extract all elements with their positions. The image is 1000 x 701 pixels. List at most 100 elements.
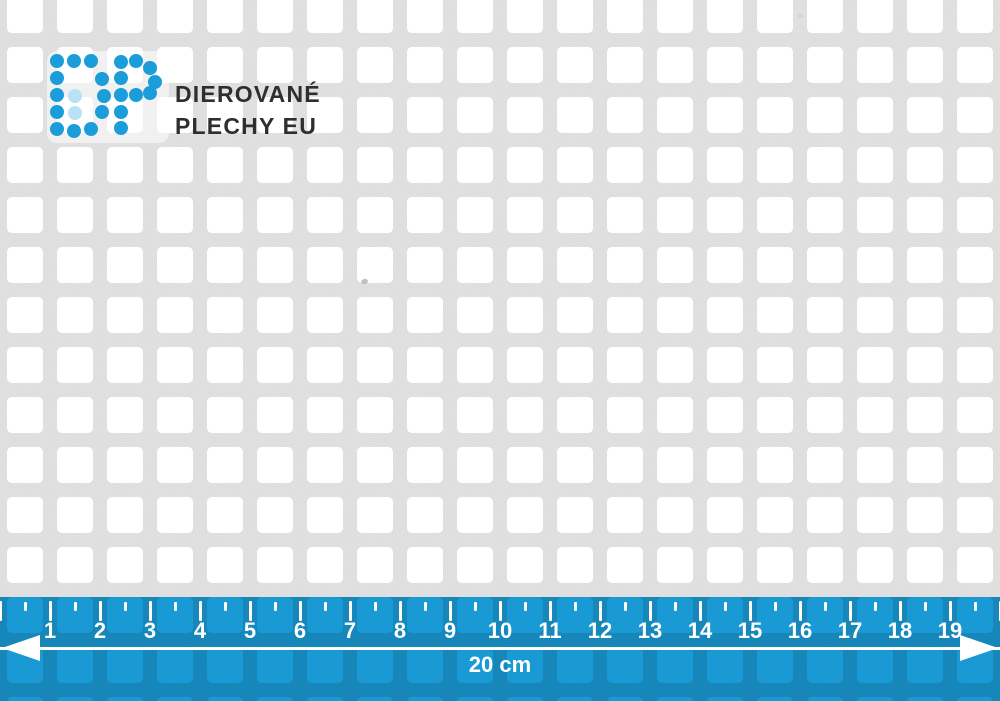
sheet-hole — [157, 547, 193, 583]
sheet-hole — [657, 97, 693, 133]
sheet-hole — [407, 497, 443, 533]
sheet-hole — [707, 147, 743, 183]
sheet-hole — [507, 347, 543, 383]
sheet-hole — [107, 297, 143, 333]
sheet-hole — [807, 547, 843, 583]
sheet-hole — [357, 347, 393, 383]
sheet-hole — [107, 497, 143, 533]
sheet-hole — [107, 247, 143, 283]
sheet-hole — [307, 247, 343, 283]
sheet-hole — [57, 397, 93, 433]
sheet-hole — [607, 47, 643, 83]
sheet-hole — [657, 497, 693, 533]
sheet-hole — [57, 347, 93, 383]
ruler-tick-major — [298, 601, 302, 621]
sheet-hole — [207, 0, 243, 33]
sheet-hole — [307, 297, 343, 333]
sheet-hole — [657, 547, 693, 583]
sheet-hole — [107, 0, 143, 33]
sheet-hole — [357, 0, 393, 33]
sheet-hole — [457, 397, 493, 433]
sheet-hole — [707, 97, 743, 133]
ruler-tick-major — [198, 601, 202, 621]
sheet-hole — [657, 197, 693, 233]
sheet-hole — [7, 147, 43, 183]
sheet-hole — [7, 197, 43, 233]
sheet-hole — [7, 347, 43, 383]
sheet-hole — [607, 397, 643, 433]
sheet-hole — [307, 197, 343, 233]
sheet-hole — [907, 447, 943, 483]
sheet-hole — [307, 97, 343, 133]
ruler-tick-major — [98, 601, 102, 621]
sheet-hole — [557, 0, 593, 33]
sheet-hole — [807, 397, 843, 433]
sheet-hole — [357, 547, 393, 583]
sheet-hole — [907, 297, 943, 333]
ruler-number: 17 — [837, 618, 863, 643]
sheet-hole — [907, 497, 943, 533]
sheet-hole — [207, 47, 243, 83]
ruler-number: 19 — [937, 618, 963, 643]
sheet-hole — [857, 197, 893, 233]
sheet-hole — [807, 447, 843, 483]
sheet-hole — [957, 247, 993, 283]
sheet-hole — [357, 447, 393, 483]
sheet-hole — [507, 197, 543, 233]
sheet-hole — [557, 297, 593, 333]
sheet-hole — [607, 147, 643, 183]
sheet-hole — [707, 347, 743, 383]
ruler-number: 10 — [487, 618, 513, 643]
sheet-hole — [607, 547, 643, 583]
ruler-number: 18 — [887, 618, 913, 643]
ruler-number: 16 — [787, 618, 813, 643]
ruler-number: 1 — [43, 618, 57, 643]
sheet-hole — [657, 47, 693, 83]
sheet-hole — [307, 0, 343, 33]
sheet-hole — [357, 147, 393, 183]
sheet-hole — [157, 347, 193, 383]
sheet-hole — [857, 447, 893, 483]
sheet-hole — [257, 197, 293, 233]
sheet-hole — [807, 247, 843, 283]
sheet-hole — [257, 547, 293, 583]
sheet-hole — [607, 0, 643, 33]
ruler-tick-major — [748, 601, 752, 621]
sheet-hole — [657, 297, 693, 333]
sheet-hole — [557, 197, 593, 233]
sheet-hole — [607, 297, 643, 333]
ruler-number: 3 — [143, 618, 157, 643]
ruler-tick-minor — [23, 602, 27, 611]
sheet-hole — [107, 147, 143, 183]
sheet-hole — [257, 97, 293, 133]
ruler-tick-minor — [373, 602, 377, 611]
ruler-tick-minor — [473, 602, 477, 611]
ruler-number: 4 — [193, 618, 207, 643]
ruler-number: 9 — [443, 618, 457, 643]
sheet-hole — [607, 197, 643, 233]
sheet-hole — [307, 547, 343, 583]
sheet-hole — [557, 497, 593, 533]
sheet-hole — [807, 347, 843, 383]
sheet-hole — [857, 0, 893, 33]
sheet-hole — [357, 397, 393, 433]
sheet-hole — [657, 397, 693, 433]
sheet-hole — [957, 497, 993, 533]
ruler-number: 7 — [343, 618, 357, 643]
sheet-hole — [207, 447, 243, 483]
sheet-hole — [657, 147, 693, 183]
sheet-hole — [607, 247, 643, 283]
sheet-hole — [457, 247, 493, 283]
sheet-hole — [807, 147, 843, 183]
sheet-hole — [157, 0, 193, 33]
sheet-hole — [457, 297, 493, 333]
ruler-tick-minor — [423, 602, 427, 611]
ruler-tick-minor — [973, 602, 977, 611]
sheet-hole — [557, 397, 593, 433]
length-label: 20 cm — [468, 652, 532, 677]
sheet-hole — [507, 397, 543, 433]
sheet-hole — [57, 297, 93, 333]
dimension-line — [0, 647, 1000, 650]
sheet-hole — [957, 0, 993, 33]
sheet-hole — [957, 197, 993, 233]
